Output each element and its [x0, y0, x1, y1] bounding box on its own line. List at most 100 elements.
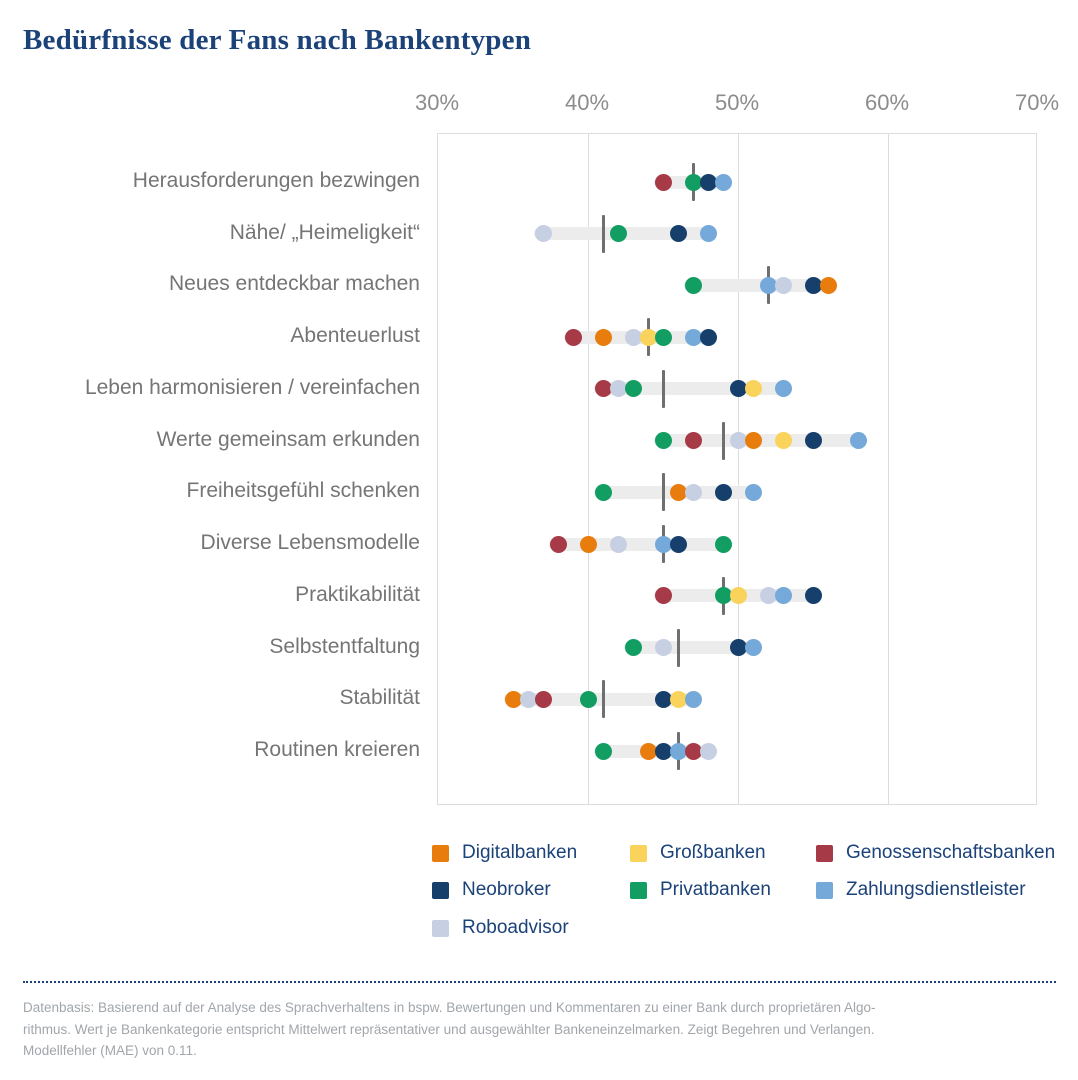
mean-marker-werte-gemeinsam-erkunden: [721, 421, 725, 460]
dot-zahlungsdienstleister: [849, 432, 867, 450]
chart-title: Bedürfnisse der Fans nach Bankentypen: [23, 24, 532, 56]
category-label-selbstentfaltung: Selbstentfaltung: [269, 634, 420, 658]
category-label-neues-entdeckbar-machen: Neues entdeckbar machen: [169, 272, 420, 296]
category-label-leben-harmonisieren-vereinfachen: Leben harmonisieren / vereinfachen: [84, 375, 420, 399]
dot-genossenschaftsbanken: [654, 587, 672, 605]
legend-label-roboadvisor: Roboadvisor: [462, 917, 569, 938]
dot-roboadvisor: [534, 225, 552, 243]
footnote-line-1: Datenbasis: Basierend auf der Analyse de…: [23, 1000, 876, 1015]
dot-genossenschaftsbanken: [684, 432, 702, 450]
dot-privatbanken: [624, 639, 642, 657]
category-label-routinen-kreieren: Routinen kreieren: [254, 738, 420, 762]
dot-genossenschaftsbanken: [654, 173, 672, 191]
dot-roboadvisor: [624, 328, 642, 346]
dot-grossbanken: [744, 380, 762, 398]
dot-privatbanken: [594, 483, 612, 501]
dot-privatbanken: [684, 173, 702, 191]
x-axis-tick-70: 70%: [1014, 90, 1060, 115]
dotted-separator: [23, 981, 1056, 983]
legend-label-genossenschaftsbanken: Genossenschaftsbanken: [846, 842, 1056, 863]
gridline-60: [887, 134, 889, 804]
legend-item-roboadvisor: Roboadvisor: [432, 917, 569, 939]
dot-privatbanken: [684, 276, 702, 294]
dot-neobroker: [714, 483, 732, 501]
category-label-werte-gemeinsam-erkunden: Werte gemeinsam erkunden: [156, 427, 420, 451]
legend-swatch-neobroker: [432, 881, 449, 899]
dot-grossbanken: [729, 587, 747, 605]
category-label-herausforderungen-bezwingen: Herausforderungen bezwingen: [132, 169, 420, 192]
legend-item-privatbanken: Privatbanken: [630, 879, 771, 901]
legend-item-genossenschaftsbanken: Genossenschaftsbanken: [816, 842, 1055, 864]
legend-swatch-grossbanken: [630, 844, 647, 862]
dot-zahlungsdienstleister: [774, 380, 792, 398]
dot-genossenschaftsbanken: [564, 328, 582, 346]
legend-swatch-privatbanken: [630, 881, 647, 899]
gridline-50: [737, 134, 739, 804]
dot-privatbanken: [714, 535, 732, 553]
dot-neobroker: [804, 432, 822, 450]
dot-zahlungsdienstleister: [699, 225, 717, 243]
category-label-freiheitsgefuehl-schenken: Freiheitsgefühl schenken: [186, 479, 420, 503]
dot-zahlungsdienstleister: [774, 587, 792, 605]
dot-genossenschaftsbanken: [684, 742, 702, 760]
dot-roboadvisor: [519, 690, 537, 708]
category-label-diverse-lebensmodelle: Diverse Lebensmodelle: [200, 531, 420, 555]
dot-roboadvisor: [759, 587, 777, 605]
range-bar-diverse-lebensmodelle: [549, 537, 732, 551]
legend-label-neobroker: Neobroker: [462, 879, 551, 900]
dot-roboadvisor: [729, 432, 747, 450]
dot-neobroker: [729, 639, 747, 657]
legend-item-zahlungsdienstleister: Zahlungsdienstleister: [816, 879, 1026, 901]
dot-neobroker: [699, 173, 717, 191]
dot-digitalbanken: [744, 432, 762, 450]
dot-privatbanken: [579, 690, 597, 708]
legend-label-privatbanken: Privatbanken: [660, 879, 771, 900]
mean-marker-leben-harmonisieren-vereinfachen: [661, 369, 665, 408]
x-axis-tick-60: 60%: [864, 90, 910, 115]
dot-digitalbanken: [819, 276, 837, 294]
x-axis-tick-50: 50%: [714, 90, 760, 115]
dot-digitalbanken: [579, 535, 597, 553]
x-axis-tick-30: 30%: [414, 90, 460, 115]
dot-grossbanken: [639, 328, 657, 346]
dot-zahlungsdienstleister: [684, 328, 702, 346]
dot-privatbanken: [654, 328, 672, 346]
dot-digitalbanken: [594, 328, 612, 346]
dot-neobroker: [699, 328, 717, 346]
category-label-abenteuerlust: Abenteuerlust: [290, 324, 420, 348]
dot-roboadvisor: [654, 639, 672, 657]
dot-digitalbanken: [669, 483, 687, 501]
dot-genossenschaftsbanken: [549, 535, 567, 553]
category-label-stabilitaet: Stabilität: [339, 686, 420, 710]
dot-zahlungsdienstleister: [669, 742, 687, 760]
plot-area: [437, 133, 1037, 805]
dot-roboadvisor: [774, 276, 792, 294]
legend-label-zahlungsdienstleister: Zahlungsdienstleister: [846, 879, 1026, 900]
legend-swatch-zahlungsdienstleister: [816, 881, 833, 899]
gridline-40: [587, 134, 589, 804]
dot-neobroker: [654, 690, 672, 708]
dot-privatbanken: [714, 587, 732, 605]
dot-zahlungsdienstleister: [684, 690, 702, 708]
footnote: Datenbasis: Basierend auf der Analyse de…: [23, 997, 1033, 1062]
dot-roboadvisor: [609, 380, 627, 398]
footnote-line-3: Modellfehler (MAE) von 0.11.: [23, 1043, 197, 1058]
dot-neobroker: [654, 742, 672, 760]
dot-grossbanken: [774, 432, 792, 450]
dot-neobroker: [729, 380, 747, 398]
legend-label-grossbanken: Großbanken: [660, 842, 766, 863]
dot-privatbanken: [594, 742, 612, 760]
dot-neobroker: [669, 225, 687, 243]
dot-privatbanken: [654, 432, 672, 450]
dot-privatbanken: [624, 380, 642, 398]
legend-item-neobroker: Neobroker: [432, 879, 551, 901]
category-label-naehe-heimeligkeit-: Nähe/ „Heimeligkeit“: [229, 220, 420, 244]
dot-digitalbanken: [639, 742, 657, 760]
dot-digitalbanken: [504, 690, 522, 708]
mean-marker-freiheitsgefuehl-schenken: [661, 473, 665, 512]
dot-zahlungsdienstleister: [714, 173, 732, 191]
legend-swatch-digitalbanken: [432, 844, 449, 862]
mean-marker-selbstentfaltung: [676, 628, 680, 667]
legend-swatch-roboadvisor: [432, 919, 449, 937]
